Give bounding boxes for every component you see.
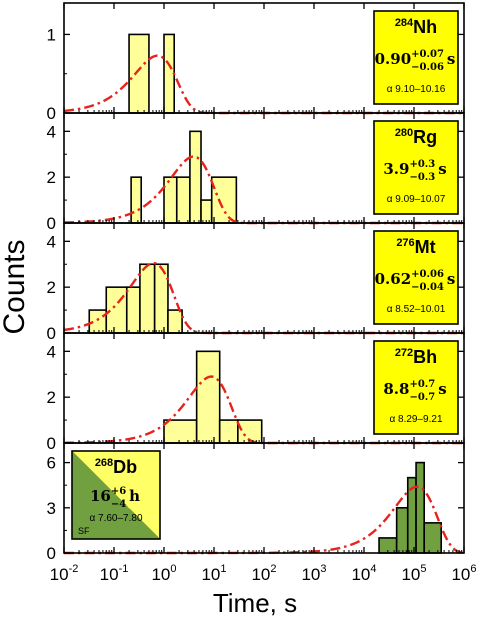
info-box-db: 268Db 16+6 h−4 α 7.60–7.80 SF: [71, 450, 161, 540]
histogram-bar: [423, 522, 443, 554]
halflife-label: 16+6 h: [90, 486, 140, 505]
histogram-bar: [130, 176, 143, 224]
halflife-label: 8.8+0.7 s: [383, 379, 446, 398]
alpha-energy-label: α 8.29–9.21: [389, 414, 442, 425]
nuclide-label: 276Mt: [396, 237, 435, 257]
panel-nh: 0 1 284Nh 0.90+0.07 s−0.06 α 9.10–10.16: [47, 2, 465, 123]
info-box-nh: 284Nh 0.90+0.07 s−0.06 α 9.10–10.16: [373, 10, 459, 105]
x-tick-label: 102: [251, 563, 276, 584]
info-box-frame: [373, 230, 459, 325]
y-tick-label: 0: [47, 104, 56, 123]
histogram-bar: [163, 419, 198, 444]
x-tick-label: 100: [151, 563, 176, 584]
alpha-energy-label: α 9.09–10.07: [387, 194, 446, 205]
nuclide-label: 272Bh: [395, 347, 437, 367]
nuclide-label: 268Db: [95, 457, 137, 477]
panel-rg: 0 2 4 280Rg 3.9+0.3 s−0.3 α 9.09–10.07: [47, 112, 465, 233]
y-tick-label: 0: [47, 434, 56, 453]
y-tick-label: 4: [47, 342, 56, 361]
halflife-minus: −4: [111, 499, 126, 510]
x-tick-label: 106: [451, 563, 476, 584]
histogram-bar: [167, 309, 183, 334]
y-tick-label: 2: [47, 168, 56, 187]
y-tick-label: 6: [47, 454, 56, 473]
nuclide-label: 280Rg: [395, 127, 437, 147]
halflife-minus: −0.3: [409, 172, 435, 183]
y-tick-label: 0: [47, 324, 56, 343]
histogram-bar: [128, 33, 150, 114]
halflife-minus: −0.04: [411, 282, 444, 293]
halflife-label: 0.62+0.06 s: [375, 269, 456, 288]
alpha-energy-label: α 7.60–7.80: [89, 513, 142, 524]
histogram-bar: [395, 506, 409, 554]
histogram-bar: [153, 263, 169, 334]
x-tick-label: 103: [301, 563, 326, 584]
halflife-label: 0.90+0.07 s: [375, 49, 456, 68]
y-tick-label: 3: [47, 499, 56, 518]
panel-bh: 0 2 4 272Bh 8.8+0.7 s−0.7 α 8.29–9.21: [47, 332, 465, 453]
alpha-energy-label: α 8.52–10.01: [387, 304, 446, 315]
x-tick-label: 104: [351, 563, 376, 584]
histogram-bar: [210, 176, 238, 224]
histogram-bar: [415, 461, 426, 554]
sf-label: SF: [78, 526, 90, 536]
info-box-frame: [373, 10, 459, 105]
x-tick-label: 10-2: [50, 563, 79, 584]
histogram-bar: [189, 130, 202, 224]
x-tick-labels: 10-2 10-1 100 101 102 103 104 105 106: [50, 563, 477, 584]
histogram-bar: [125, 286, 141, 334]
y-tick-label: 0: [47, 214, 56, 233]
histogram-bar: [200, 199, 213, 224]
y-tick-label: 0: [47, 544, 56, 563]
info-box-frame: [373, 340, 459, 435]
info-box-mt: 276Mt 0.62+0.06 s−0.04 α 8.52–10.01: [373, 230, 459, 325]
halflife-minus: −0.7: [409, 392, 435, 403]
halflife-label: 3.9+0.3 s: [383, 159, 446, 178]
nuclide-label: 284Nh: [395, 17, 437, 37]
info-box-frame: [373, 120, 459, 215]
halflife-minus: −0.06: [411, 62, 444, 73]
histogram-bar: [195, 350, 221, 444]
y-tick-label: 2: [47, 388, 56, 407]
x-tick-label: 101: [201, 563, 226, 584]
x-tick-label: 10-1: [100, 563, 129, 584]
y-tick-label: 2: [47, 278, 56, 297]
x-tick-label: 105: [401, 563, 426, 584]
panel-db: 0 3 6 268Db 16+6 h−4 α 7.60–7.80 SF: [47, 442, 465, 563]
histogram-bar: [139, 263, 156, 334]
y-axis-title: Counts: [0, 239, 31, 334]
info-box-frame: [71, 450, 161, 540]
histogram-bar: [175, 176, 191, 224]
info-box-bh: 272Bh 8.8+0.7 s−0.7 α 8.29–9.21: [373, 340, 459, 435]
x-axis-title: Time, s: [213, 588, 297, 618]
alpha-energy-label: α 9.10–10.16: [387, 84, 446, 95]
info-box-rg: 280Rg 3.9+0.3 s−0.3 α 9.09–10.07: [373, 120, 459, 215]
histogram-bar: [218, 419, 239, 444]
y-tick-label: 4: [47, 122, 56, 141]
y-tick-label: 4: [47, 232, 56, 251]
panel-mt: 0 2 4 276Mt 0.62+0.06 s−0.04 α 8.52–10.01: [47, 222, 465, 343]
histogram-bar: [163, 176, 178, 224]
y-tick-label: 1: [47, 25, 56, 44]
